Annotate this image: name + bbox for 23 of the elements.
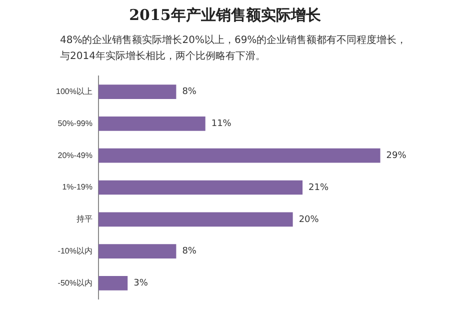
data-label: 21% [308, 182, 329, 193]
data-label: 29% [386, 150, 407, 161]
data-label: 11% [211, 119, 232, 130]
bar [98, 276, 128, 290]
data-label: 8% [182, 87, 197, 98]
chart-title: 2015年产业销售额实际增长 [128, 6, 322, 25]
y-tick-label: -10%以内 [58, 246, 92, 256]
y-tick-label: 20%-49% [58, 150, 92, 160]
y-tick-label: 1%-19% [62, 182, 92, 192]
bar [98, 212, 293, 227]
chart-subtitle: 48%的企业销售额实际增长20%以上，69%的企业销售额都有不同程度增长，与2014年实际增长相比，两个比例略有下滑。 [60, 34, 408, 64]
bar [98, 244, 176, 259]
y-tick-label: 持平 [76, 214, 92, 224]
bar [98, 116, 206, 131]
y-tick-label: -50%以内 [58, 278, 92, 288]
data-label: 8% [182, 246, 197, 257]
y-tick-label: 100%以上 [56, 86, 92, 96]
bar [98, 148, 380, 163]
data-label: 20% [298, 214, 320, 225]
data-label: 3% [134, 278, 148, 289]
bar [98, 84, 176, 99]
y-tick-label: 50%-99% [58, 118, 92, 128]
bar [98, 180, 303, 195]
